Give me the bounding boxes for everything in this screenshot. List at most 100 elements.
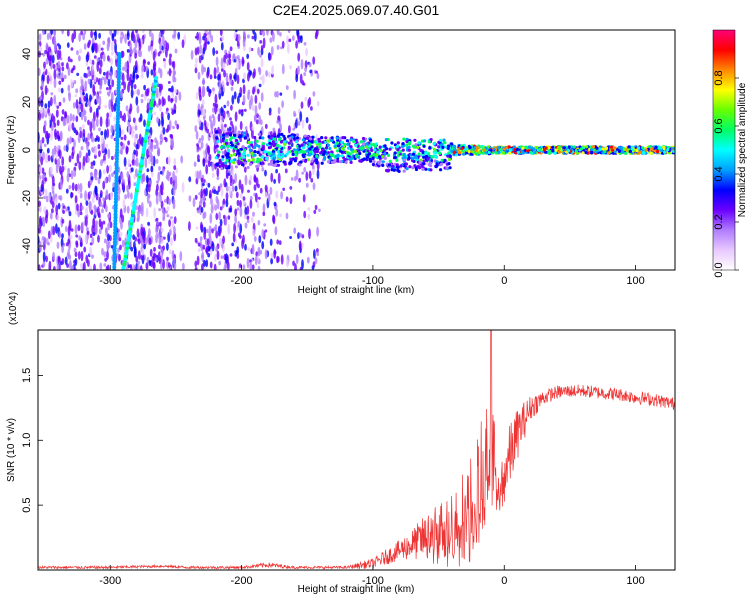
spectrogram-cell bbox=[613, 146, 617, 150]
spectrogram-cell bbox=[56, 130, 60, 139]
spectrogram-cell bbox=[261, 161, 265, 165]
spectrogram-cell bbox=[93, 55, 97, 59]
spectrogram-cell bbox=[223, 265, 227, 270]
spectrogram-cell bbox=[55, 109, 59, 118]
spectrogram-cell bbox=[613, 150, 617, 154]
spectrogram-cell bbox=[70, 228, 74, 232]
spectrogram-cell bbox=[502, 147, 506, 151]
spectrogram-cell bbox=[170, 98, 174, 102]
spectrogram-cell bbox=[297, 232, 300, 240]
spectrogram-cell bbox=[264, 249, 268, 260]
spectrogram-cell bbox=[155, 225, 159, 234]
spectrogram-cell bbox=[125, 105, 129, 112]
spectrogram-line-point bbox=[114, 193, 118, 198]
spectrogram-cell bbox=[92, 217, 96, 229]
spectrogram-cell bbox=[253, 32, 257, 42]
spectrogram-cell bbox=[90, 161, 94, 166]
spectrogram-line-point bbox=[116, 85, 121, 90]
spectrogram-cell bbox=[400, 144, 405, 149]
spectrogram-cell bbox=[567, 149, 571, 153]
spectrogram-cell bbox=[164, 199, 167, 203]
spectrogram-line-point bbox=[115, 132, 120, 137]
spectrogram-cell bbox=[329, 153, 333, 157]
spectrogram-cell bbox=[219, 145, 223, 149]
spectrogram-cell bbox=[40, 156, 44, 166]
spectrogram-cell bbox=[287, 150, 291, 154]
spectrogram-cell bbox=[117, 247, 120, 253]
spectrogram-cell bbox=[74, 224, 78, 235]
spectrogram-cell bbox=[44, 152, 48, 164]
spectrogram-cell bbox=[152, 155, 156, 167]
spectrogram-cell bbox=[66, 137, 70, 147]
spectrogram-cell bbox=[152, 50, 156, 62]
spectrogram-cell bbox=[59, 165, 62, 174]
spectrogram-cell bbox=[92, 83, 96, 94]
spectrogram-cell bbox=[448, 155, 452, 159]
spectrogram-cell bbox=[298, 163, 302, 167]
spectrogram-cell bbox=[66, 172, 70, 183]
spectrogram-cell bbox=[53, 266, 56, 270]
spectrogram-cell bbox=[318, 208, 321, 212]
spectrogram-cell bbox=[128, 76, 132, 87]
spectrogram-cell bbox=[55, 223, 58, 234]
spectrogram-cell bbox=[159, 141, 163, 145]
spectrogram-cell bbox=[403, 155, 407, 159]
spectrogram-cell bbox=[237, 220, 241, 228]
spectrogram-cell bbox=[270, 258, 273, 265]
spectrogram-cell bbox=[215, 195, 219, 204]
spectrogram-cell bbox=[305, 136, 309, 140]
spectrogram-cell bbox=[367, 152, 371, 156]
spectrogram-cell bbox=[168, 249, 172, 255]
spectrogram-line-point bbox=[113, 215, 118, 220]
spectrogram-line-point bbox=[113, 206, 118, 211]
spectrogram-cell bbox=[299, 232, 303, 238]
spectrogram-cell bbox=[349, 160, 353, 164]
spectrogram-cell bbox=[66, 30, 70, 37]
spectrogram-cell bbox=[261, 136, 265, 140]
spectrogram-cell bbox=[51, 54, 55, 64]
spectrogram-cell bbox=[146, 168, 150, 173]
spectrogram-cell bbox=[53, 30, 56, 36]
spectrogram-cell bbox=[644, 148, 648, 152]
spectrogram-cell bbox=[418, 166, 422, 170]
spectrogram-cell bbox=[126, 49, 130, 53]
spectrogram-cell bbox=[229, 117, 232, 121]
spectrogram-cell bbox=[672, 149, 675, 153]
spectrogram-cell bbox=[215, 163, 219, 167]
spectrogram-cell bbox=[89, 121, 93, 133]
spectrogram-line-point bbox=[116, 95, 121, 100]
spectrogram-cell bbox=[211, 172, 215, 178]
spectrogram-cell bbox=[172, 125, 175, 130]
spectrogram-cell bbox=[137, 264, 140, 270]
spectrogram-line-point bbox=[113, 212, 118, 217]
spectrogram-cell bbox=[199, 236, 203, 241]
spectrogram-cell bbox=[126, 262, 130, 266]
spectrogram-cell bbox=[280, 139, 284, 143]
spectrogram-cell bbox=[239, 161, 243, 165]
spectrogram-cell bbox=[308, 142, 312, 146]
snr-y-multiplier: (x10^4) bbox=[8, 292, 19, 325]
spectrogram-cell bbox=[557, 150, 561, 154]
spectrogram-cell bbox=[322, 157, 327, 161]
spectrogram-cell bbox=[45, 214, 48, 224]
spectrogram-cell bbox=[126, 191, 130, 199]
spectrogram-cell bbox=[98, 127, 101, 132]
spectrogram-cell bbox=[61, 258, 65, 265]
spectrogram-cell bbox=[124, 61, 128, 73]
spectrogram-cell bbox=[130, 88, 134, 99]
spectrogram-cell bbox=[611, 148, 615, 152]
spectrogram-cell bbox=[58, 149, 62, 159]
spectrogram-cell bbox=[301, 80, 305, 86]
spectrogram-cell bbox=[206, 145, 210, 154]
spectrogram-cell bbox=[256, 88, 260, 94]
spectrogram-cell bbox=[104, 148, 108, 155]
spectrogram-cell bbox=[219, 237, 222, 246]
spectrogram-cell bbox=[236, 59, 240, 71]
spectrogram-cell bbox=[98, 90, 102, 94]
spectrogram-line-point bbox=[113, 203, 118, 208]
spectrogram-cell bbox=[228, 126, 232, 132]
spectrogram-cell bbox=[162, 58, 166, 62]
spectrogram-cell bbox=[424, 161, 428, 165]
spectrogram-cell bbox=[424, 154, 429, 158]
spectrogram-cell bbox=[102, 220, 106, 225]
